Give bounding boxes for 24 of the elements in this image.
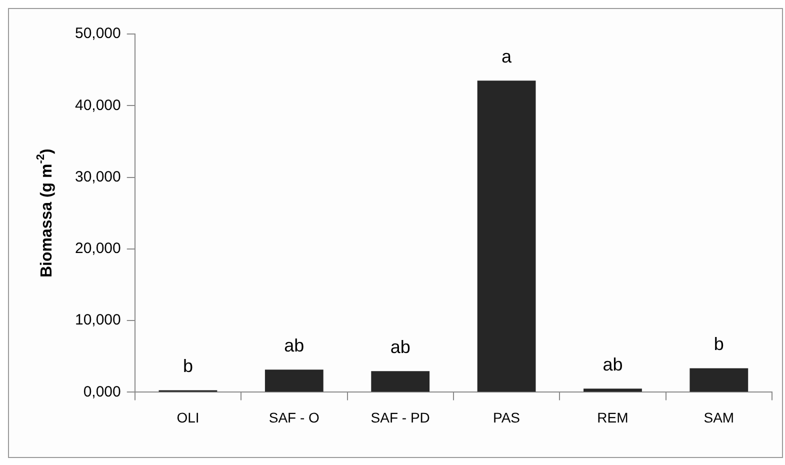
annotation: b	[714, 334, 724, 354]
bar	[371, 371, 430, 392]
bar	[477, 80, 536, 392]
y-axis-title: Biomassa (g m-2)	[35, 148, 56, 278]
annotation: b	[182, 356, 193, 376]
bar	[584, 388, 642, 392]
annotation: ab	[390, 337, 410, 358]
annotation: ab	[602, 354, 623, 375]
y-tick-label: 20,000	[74, 240, 121, 258]
x-tick-label: SAF - O	[268, 409, 320, 426]
bar	[264, 370, 324, 392]
y-tick-label: 40,000	[74, 96, 121, 114]
bar	[690, 368, 748, 392]
y-tick-label: 50,000	[74, 25, 121, 42]
x-tick-label: REM	[597, 409, 628, 426]
y-tick-label: 10,000	[74, 312, 121, 329]
x-tick-label: PAS	[493, 409, 520, 426]
x-tick-label: SAM	[704, 409, 734, 426]
annotation: a	[502, 46, 513, 67]
x-tick-label: SAF - PD	[370, 409, 430, 426]
annotation: ab	[284, 336, 304, 356]
x-tick-label: OLI	[176, 409, 200, 426]
y-tick-label: 0,000	[83, 383, 121, 400]
y-tick-label: 30,000	[74, 168, 121, 186]
